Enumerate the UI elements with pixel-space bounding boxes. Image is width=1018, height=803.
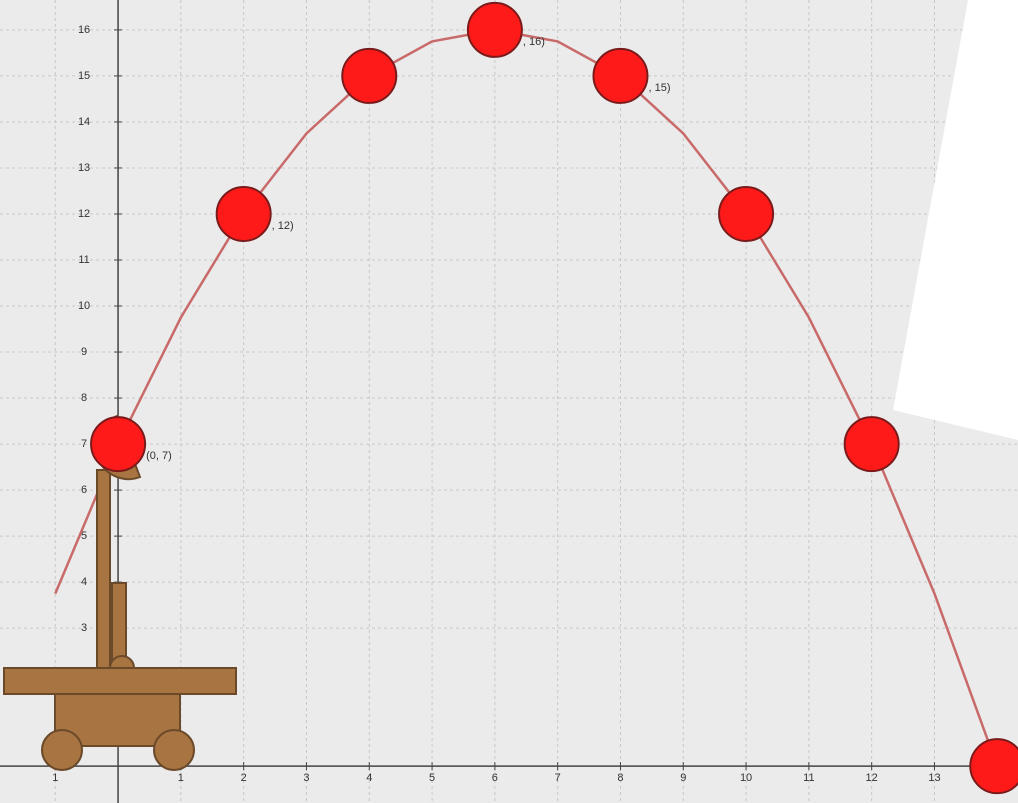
y-tick-label: 11 [78,254,89,266]
x-tick-label: 1 [52,772,58,784]
chart: 112345678910111213345678910111213141516 … [0,0,1018,803]
x-tick-label: 8 [617,772,623,784]
ball [91,417,145,471]
y-tick-label: 3 [81,622,87,634]
ball [342,49,396,103]
catapult-plank [4,668,236,694]
point-label: , 12) [272,220,294,232]
x-tick-label: 2 [241,772,247,784]
x-tick-label: 13 [928,772,940,784]
ball [970,739,1018,793]
catapult-wheel [42,730,82,770]
ball [845,417,899,471]
x-tick-label: 1 [178,772,184,784]
x-tick-label: 12 [866,772,878,784]
catapult-arm [97,470,110,670]
catapult-wheel [154,730,194,770]
x-tick-label: 6 [492,772,498,784]
x-tick-label: 9 [680,772,686,784]
point-label: , 16) [523,36,545,48]
x-tick-label: 7 [555,772,561,784]
x-tick-label: 3 [303,772,309,784]
y-tick-label: 13 [78,162,90,174]
ball [593,49,647,103]
page: {"chart_data": { "type": "scatter", "xli… [0,0,1018,803]
x-tick-label: 4 [366,772,372,784]
point-label: , 15) [648,82,670,94]
point-label: (0, 7) [146,450,172,462]
ball [217,187,271,241]
x-tick-label: 5 [429,772,435,784]
y-tick-label: 15 [78,70,90,82]
y-tick-label: 6 [81,484,87,496]
y-tick-label: 8 [81,392,87,404]
y-tick-label: 12 [78,208,90,220]
y-tick-label: 14 [78,116,90,128]
y-tick-label: 16 [78,24,90,36]
y-tick-label: 7 [81,438,87,450]
y-tick-label: 10 [78,300,90,312]
x-tick-label: 10 [740,772,752,784]
y-tick-label: 4 [81,576,87,588]
y-tick-label: 9 [81,346,87,358]
x-tick-label: 11 [803,772,814,784]
ball [468,3,522,57]
ball [719,187,773,241]
